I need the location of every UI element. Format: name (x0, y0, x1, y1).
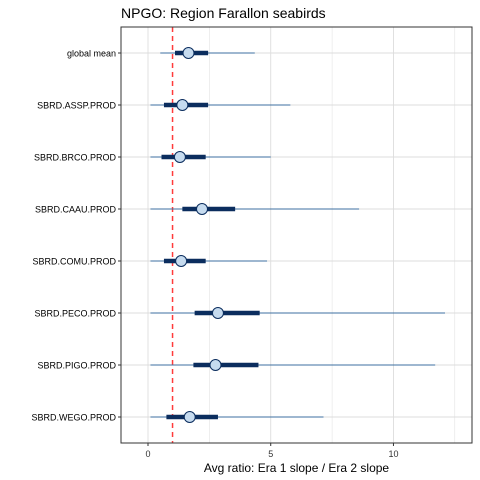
y-tick-label: SBRD.PIGO.PROD (37, 361, 116, 371)
row-3 (150, 203, 360, 215)
y-tick-label: SBRD.CAAU.PROD (35, 205, 117, 215)
median-point (196, 203, 208, 215)
panel-border (120, 26, 473, 444)
row-2 (150, 151, 271, 163)
y-axis: global mean SBRD.ASSP.PROD SBRD.BRCO.PROD S… (31, 49, 121, 423)
median-point (182, 47, 195, 59)
x-tick-label: 0 (145, 449, 150, 459)
median-point (173, 151, 186, 163)
row-6 (150, 359, 436, 371)
x-tick-label: 5 (268, 449, 273, 459)
row-1 (150, 99, 291, 111)
grid-layer (121, 27, 472, 443)
row-5 (150, 307, 445, 319)
median-point (209, 359, 222, 371)
median-point (211, 307, 224, 319)
row-0 (160, 47, 255, 59)
median-point (176, 99, 189, 111)
chart-title: NPGO: Region Farallon seabirds (121, 5, 326, 21)
median-point (175, 255, 188, 267)
y-tick-label: SBRD.WEGO.PROD (31, 413, 116, 423)
series-layer (150, 47, 445, 423)
x-tick-label: 10 (388, 449, 398, 459)
y-tick-label: SBRD.COMU.PROD (32, 257, 116, 267)
x-axis-label: Avg ratio: Era 1 slope / Era 2 slope (204, 461, 390, 475)
row-4 (150, 255, 268, 267)
y-tick-label: SBRD.BRCO.PROD (34, 153, 117, 163)
y-tick-label: SBRD.ASSP.PROD (37, 101, 116, 111)
y-tick-label: SBRD.PECO.PROD (34, 309, 116, 319)
x-axis: 0 5 10 (145, 443, 398, 459)
y-tick-label: global mean (67, 49, 116, 59)
row-7 (150, 411, 324, 423)
median-point (183, 411, 196, 423)
